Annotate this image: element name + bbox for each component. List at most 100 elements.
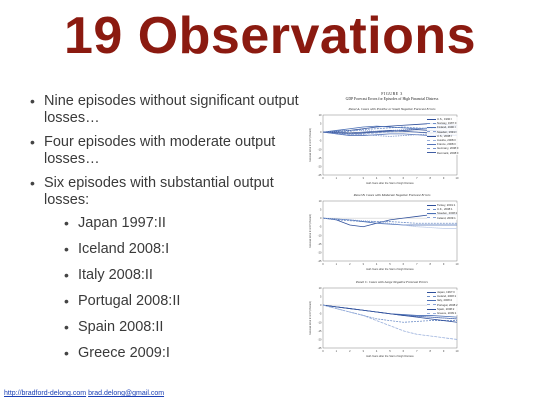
legend-swatch [427,135,436,137]
x-tick-label: 2 [349,176,351,180]
legend-entry: Italy, 2008:2 [427,298,458,302]
x-tick-label: 3 [362,349,364,353]
legend-entry: Germany, 2008:II [427,146,458,150]
legend-label: Norway, 1987:II [437,121,457,126]
y-axis-label: Forecast Error in GDP (Percent) [309,214,312,248]
x-axis-label: Half-Years after the Start of High Distr… [366,267,414,271]
y-tick-label: -20 [318,164,322,168]
bullet-item: Six episodes with substantial output los… [30,175,300,362]
y-tick-label: 10 [319,113,322,117]
sub-bullet-item: Portugal 2008:II [44,293,300,310]
x-tick-label: 5 [389,349,391,353]
legend-entry: France, 2008:II [427,142,458,146]
legend-swatch [427,148,436,150]
y-tick-label: 10 [319,286,322,290]
x-tick-label: 7 [416,262,418,266]
legend-swatch [427,152,436,154]
sub-bullet-item: Greece 2009:I [44,345,300,362]
legend-swatch [427,312,436,314]
website-link[interactable]: http://bradford-delong.com [4,390,87,397]
x-tick-label: 6 [403,176,405,180]
legend-entry: Ireland, 2009:1 [427,216,457,220]
legend-swatch [427,300,436,302]
sub-bullet-item: Spain 2008:II [44,319,300,336]
x-tick-label: 1 [336,176,338,180]
series-line [322,127,458,133]
sub-bullet-item: Italy 2008:II [44,267,300,284]
x-tick-label: 5 [389,262,391,266]
x-tick-label: 10 [456,349,459,353]
legend-label: France, 2008:II [437,142,456,147]
panel-legend: U.S., 1990:I Norway, 1987:II Finland, 1990… [427,117,459,155]
email-link[interactable]: brad.delong@gmail.com [88,390,165,397]
sub-bullet-item: Iceland 2008:I [44,241,300,258]
legend-label: Portugal, 2008:2 [437,302,458,307]
y-tick-label: -25 [318,173,322,177]
y-tick-label: -15 [318,156,322,160]
legend-swatch [427,143,436,145]
x-tick-label: 10 [456,176,459,180]
x-tick-label: 8 [429,262,431,266]
x-axis-label: Half-Years after the Start of High Distr… [366,181,414,185]
x-tick-label: 0 [322,176,324,180]
y-tick-label: 0 [320,130,322,134]
y-axis-label: Forecast Error in GDP (Percent) [309,128,312,162]
legend-entry: Turkey, 2001:1 [427,203,457,207]
panel-title: Panel B. Cases with Moderate Negative Fo… [353,193,431,197]
x-tick-label: 6 [403,262,405,266]
legend-label: Greece, 2009:1 [437,310,457,315]
y-tick-label: -5 [319,312,322,316]
legend-swatch [427,308,436,310]
sub-bullet-list: Japan 1997:II Iceland 2008:I Italy 2008:… [44,215,300,362]
y-tick-label: -10 [318,147,322,151]
y-tick-label: 5 [320,295,322,299]
legend-swatch [427,204,436,206]
legend-label: Germany, 2008:II [437,146,459,151]
legend-swatch [427,122,436,124]
panel-frame [322,200,458,262]
y-tick-label: -15 [318,242,322,246]
legend-label: Spain, 2008:2 [437,306,455,311]
legend-label: Turkey, 2001:1 [437,203,456,207]
panel-legend: Japan, 1997:II Iceland, 2008:1 Italy, 2008… [427,290,458,316]
legend-label: Austria, 2008:II [437,137,456,142]
y-tick-label: -20 [318,250,322,254]
series-line [322,304,458,340]
legend-label: Sweden, 1991:I [437,129,457,134]
legend-entry: Japan, 1997:II [427,290,458,294]
legend-label: U.S., 1990:I [437,117,452,121]
x-tick-label: 3 [362,176,364,180]
x-tick-label: 1 [336,349,338,353]
x-tick-label: 4 [376,349,378,353]
legend-label: Iceland, 2008:1 [437,294,457,299]
legend-label: U.K., 2008:1 [437,207,453,212]
x-tick-label: 7 [416,349,418,353]
legend-entry: Sweden, 1991:I [427,130,458,134]
x-tick-label: 3 [362,262,364,266]
x-tick-label: 9 [443,262,445,266]
sub-bullet-item: Japan 1997:II [44,215,300,232]
legend-entry: Norway, 1987:II [427,121,458,125]
x-tick-label: 8 [429,349,431,353]
y-tick-label: -20 [318,337,322,341]
x-tick-label: 9 [443,349,445,353]
figure-label: FIGURE 3 [381,91,403,96]
legend-label: Italy, 2008:2 [437,298,453,303]
y-tick-label: 0 [320,216,322,220]
legend-entry: Portugal, 2008:2 [427,303,458,307]
x-tick-label: 7 [416,176,418,180]
x-tick-label: 5 [389,176,391,180]
x-tick-label: 8 [429,176,431,180]
panel-legend: Turkey, 2001:1 U.K., 2008:1 Sweden, 2008:2… [427,203,458,220]
bullet-item: Nine episodes without significant output… [30,93,300,127]
legend-swatch [427,304,436,306]
panel-title: Panel C. Cases with Large Negative Forec… [355,280,428,284]
series-line [322,217,457,229]
legend-label: Ireland, 2009:1 [437,215,456,220]
legend-label: Sweden, 2008:2 [437,211,458,216]
legend-entry: Iceland, 2008:1 [427,294,458,298]
legend-label: Finland, 1990:I [437,125,456,130]
figure-panel: Panel C. Cases with Large Negative Forec… [309,280,459,358]
y-tick-label: -25 [318,346,322,350]
legend-swatch [427,213,436,215]
